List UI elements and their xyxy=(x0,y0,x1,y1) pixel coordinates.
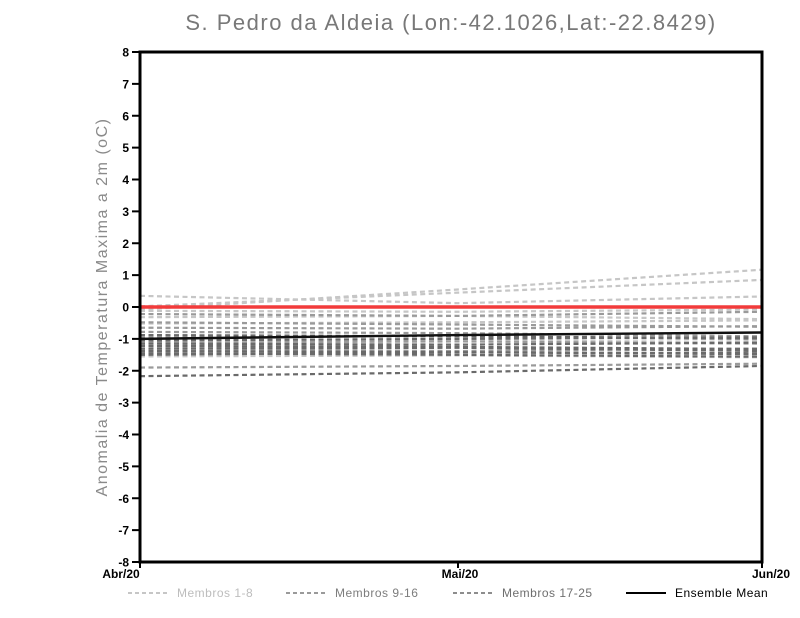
y-tick-label: -1 xyxy=(118,332,129,346)
y-tick-label: 7 xyxy=(122,77,129,91)
y-tick-label: 3 xyxy=(122,205,129,219)
x-tick-label: Jun/20 xyxy=(752,567,790,581)
member-line xyxy=(139,268,763,311)
y-tick-label: 6 xyxy=(122,109,129,123)
member-line xyxy=(139,351,763,356)
member-line xyxy=(139,314,763,321)
legend-label: Membros 1-8 xyxy=(177,586,254,600)
legend-item-ensemble-mean: Ensemble Mean xyxy=(626,586,769,600)
y-tick-label: -3 xyxy=(118,396,129,410)
legend-item-membros-1-8: Membros 1-8 xyxy=(128,586,254,600)
y-tick-label: -5 xyxy=(118,460,129,474)
y-tick-label: 0 xyxy=(122,301,129,315)
x-tick-label: Abr/20 xyxy=(102,567,140,581)
solid-line-sample-icon xyxy=(626,592,666,594)
member-line xyxy=(139,362,763,369)
member-line xyxy=(139,325,763,330)
dashed-line-sample-icon xyxy=(453,592,493,594)
legend-item-membros-17-25: Membros 17-25 xyxy=(453,586,593,600)
y-tick-label: -4 xyxy=(118,428,129,442)
member-line xyxy=(139,308,763,313)
y-tick-label: -7 xyxy=(118,524,129,538)
x-tick-label: Mai/20 xyxy=(442,567,479,581)
legend-label: Membros 9-16 xyxy=(335,586,419,600)
y-tick-label: -6 xyxy=(118,492,129,506)
member-line xyxy=(139,294,763,305)
dashed-line-sample-icon xyxy=(128,592,168,594)
member-line xyxy=(139,319,763,325)
member-line xyxy=(139,336,763,342)
legend-label: Membros 17-25 xyxy=(502,586,593,600)
y-tick-label: 4 xyxy=(122,173,129,187)
chart-title: S. Pedro da Aldeia (Lon:-42.1026,Lat:-22… xyxy=(185,10,717,35)
legend-item-membros-9-16: Membros 9-16 xyxy=(286,586,419,600)
legend-label: Ensemble Mean xyxy=(675,586,769,600)
member-line xyxy=(139,278,763,308)
y-tick-label: -2 xyxy=(118,364,129,378)
y-tick-label: 5 xyxy=(122,141,129,155)
y-tick-label: 8 xyxy=(122,46,129,60)
member-line xyxy=(139,346,763,353)
member-line xyxy=(139,364,763,378)
y-tick-label: 1 xyxy=(122,269,129,283)
dashed-line-sample-icon xyxy=(286,592,326,594)
ensemble-mean-line xyxy=(139,331,763,341)
member-line xyxy=(139,341,763,346)
member-line xyxy=(139,330,763,338)
y-tick-label: 2 xyxy=(122,237,129,251)
y-tick-label: -8 xyxy=(118,556,129,570)
member-line xyxy=(139,310,763,318)
